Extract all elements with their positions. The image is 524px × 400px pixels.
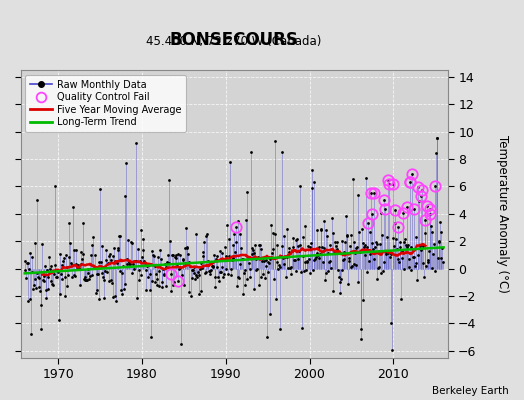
Y-axis label: Temperature Anomaly (°C): Temperature Anomaly (°C) [496, 135, 509, 293]
Text: 45.400 N, 72.270 W (Canada): 45.400 N, 72.270 W (Canada) [147, 36, 322, 48]
Text: Berkeley Earth: Berkeley Earth [432, 386, 508, 396]
Title: BONSECOURS: BONSECOURS [170, 31, 299, 49]
Legend: Raw Monthly Data, Quality Control Fail, Five Year Moving Average, Long-Term Tren: Raw Monthly Data, Quality Control Fail, … [26, 75, 186, 132]
